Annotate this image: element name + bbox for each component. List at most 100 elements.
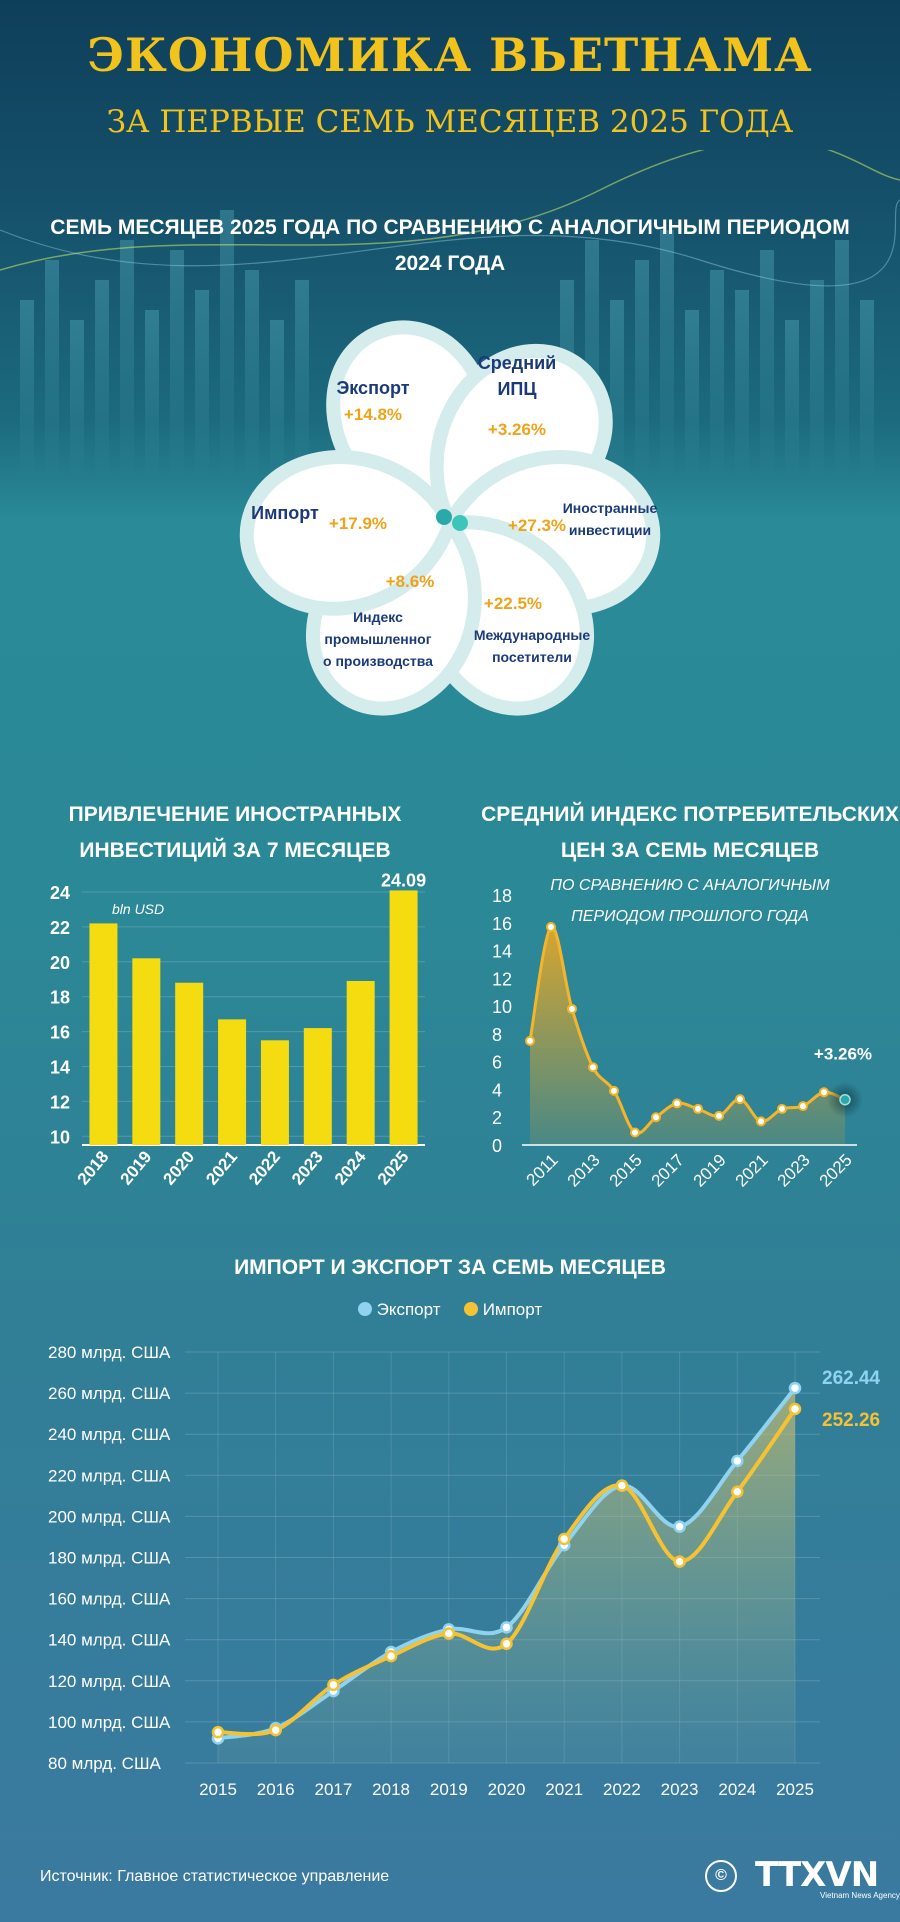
comparison-heading-line2: 2024 ГОДА: [394, 252, 506, 275]
trade-chart-title: ИМПОРТ И ЭКСПОРТ ЗА СЕМЬ МЕСЯЦЕВ: [234, 1256, 666, 1279]
comparison-heading: СЕМЬ МЕСЯЦЕВ 2025 ГОДА ПО СРАВНЕНИЮ С АН…: [40, 210, 860, 282]
import-point: [211, 1725, 225, 1739]
export-line: [217, 1386, 797, 1741]
petal-import-value: +17.9%: [328, 514, 388, 533]
petal-industry-value: +8.6%: [385, 572, 435, 591]
cpi-x-tick-label: 2011: [523, 1150, 562, 1189]
trade-area-chart: 80 млрд. США 100 млрд. США 120 млрд. США 14…: [48, 1343, 881, 1799]
cpi-chart-title: СРЕДНИЙ ИНДЕКС ПОТРЕБИТЕЛЬСКИХ ЦЕН ЗА СЕ…: [480, 797, 900, 869]
trade-x-tick-label: 2022: [603, 1780, 641, 1799]
ttxvn-logo: TTXVN: [755, 1855, 879, 1895]
cpi-x-tick-label: 2017: [648, 1150, 688, 1190]
fdi-unit-label: bln USD: [112, 901, 164, 917]
fdi-x-tick-label: 2024: [331, 1147, 370, 1189]
trade-x-tick-label: 2021: [545, 1780, 583, 1799]
cpi-y-tick-label: 18: [492, 886, 512, 906]
fdi-value-label: 24.09: [381, 870, 426, 890]
petal-visitors-name-line2: посетители: [492, 649, 572, 665]
cpi-x-tick-label: 2023: [774, 1150, 814, 1190]
trade-y-tick-label: 80 млрд. США: [48, 1754, 162, 1773]
export-point: [673, 1520, 686, 1533]
cpi-y-tick-label: 0: [492, 1136, 502, 1156]
fdi-chart-title: ПРИВЛЕЧЕНИЕ ИНОСТРАННЫХ ИНВЕСТИЦИЙ ЗА 7 …: [30, 797, 440, 869]
petal-export-name: Экспорт: [336, 378, 410, 398]
petal-industry-name-line2: промышленног: [324, 631, 432, 647]
petal-fdi-name-line1: Иностранные: [562, 500, 658, 516]
trade-y-tick-label: 100 млрд. США: [48, 1713, 171, 1732]
cpi-x-tick-label: 2013: [564, 1150, 604, 1190]
fdi-x-tick-label: 2023: [288, 1147, 327, 1188]
cpi-x-tick-label: 2019: [690, 1150, 730, 1190]
petal-visitors-value: +22.5%: [483, 594, 543, 613]
cpi-x-tick-label: 2015: [606, 1150, 646, 1190]
import-point: [327, 1678, 340, 1692]
fdi-bar: [175, 982, 204, 1145]
fdi-y-tick-label: 22: [50, 918, 70, 938]
cpi-point: [630, 1127, 640, 1138]
trade-x-tick-label: 2017: [314, 1780, 352, 1799]
trade-x-tick-label: 2016: [257, 1780, 295, 1799]
trade-chart-legend: Экспорт Импорт: [0, 1300, 900, 1320]
cpi-y-tick-label: 4: [492, 1080, 502, 1100]
cpi-y-tick-label: 14: [492, 942, 512, 962]
trade-y-tick-label: 200 млрд. США: [48, 1507, 171, 1526]
import-point: [673, 1555, 686, 1568]
cpi-point: [798, 1101, 808, 1112]
import-point: [269, 1723, 282, 1737]
petal-cpi-name-line1: Средний: [477, 353, 557, 373]
cpi-y-tick-label: 2: [492, 1108, 502, 1128]
cpi-point: [609, 1085, 619, 1096]
legend-import-label: Импорт: [482, 1300, 543, 1319]
import-point: [731, 1485, 744, 1498]
cpi-chart-subtitle: ПО СРАВНЕНИЮ С АНАЛОГИЧНЫМ ПЕРИОДОМ ПРОШ…: [510, 870, 870, 932]
page-title: ЭКОНОМИКА ВЬЕТНАМА: [87, 28, 813, 82]
trade-y-tick-label: 140 млрд. США: [48, 1631, 171, 1650]
fdi-x-tick-label: 2019: [117, 1147, 156, 1188]
fdi-x-tick-label: 2025: [374, 1147, 413, 1188]
fdi-bar: [260, 1040, 289, 1145]
cpi-point: [714, 1110, 724, 1121]
fdi-chart-title-line2: ИНВЕСТИЦИЙ ЗА 7 МЕСЯЦЕВ: [79, 839, 391, 862]
fdi-y-tick-label: 12: [50, 1092, 70, 1112]
cpi-point: [777, 1103, 787, 1114]
trade-y-tick-label: 180 млрд. США: [48, 1549, 171, 1568]
petal-import-name: Импорт: [251, 503, 319, 523]
page-subtitle: ЗА ПЕРВЫЕ СЕМЬ МЕСЯЦЕВ 2025 ГОДА: [106, 104, 794, 140]
cpi-point: [735, 1094, 745, 1105]
fdi-bar: [303, 1028, 332, 1145]
fdi-bar: [346, 980, 375, 1145]
fdi-y-tick-label: 14: [50, 1057, 70, 1077]
import-point: [384, 1649, 398, 1663]
petal-cpi-name-line2: ИПЦ: [497, 379, 537, 399]
cpi-y-tick-label: 10: [492, 997, 512, 1017]
cpi-point: [756, 1116, 766, 1127]
copyright-icon: ©: [705, 1860, 737, 1892]
cpi-point: [839, 1093, 851, 1106]
fdi-bar: [218, 1019, 247, 1145]
cpi-chart-subtitle-line2: ПЕРИОДОМ ПРОШЛОГО ГОДА: [571, 908, 809, 925]
import-point: [788, 1402, 802, 1416]
trade-y-tick-label: 220 млрд. США: [48, 1466, 171, 1485]
petal-fdi-name-line2: инвестиции: [568, 522, 652, 538]
legend-import-swatch: [463, 1302, 478, 1316]
fdi-x-tick-label: 2020: [159, 1147, 198, 1188]
trade-y-tick-label: 280 млрд. США: [48, 1343, 171, 1362]
petal-fdi-value: +27.3%: [507, 516, 567, 535]
fdi-bar: [132, 958, 161, 1145]
petal-shapes: [239, 320, 661, 716]
legend-export-label: Экспорт: [376, 1300, 441, 1319]
cpi-point: [525, 1035, 535, 1046]
petal-visitors-name-line1: Международные: [473, 627, 591, 643]
petal-cpi-value: +3.26%: [487, 420, 547, 439]
petal-export-value: +14.8%: [343, 405, 403, 424]
trade-y-tick-label: 160 млрд. США: [48, 1590, 171, 1609]
export-value-label: 262.44: [822, 1368, 881, 1389]
cpi-point: [693, 1103, 703, 1114]
import-point: [615, 1479, 629, 1492]
source-note: Источник: Главное статистическое управле…: [40, 1868, 390, 1885]
cpi-y-tick-label: 8: [492, 1025, 502, 1045]
fdi-bar: [389, 890, 418, 1145]
fdi-bar: [89, 923, 118, 1145]
fdi-x-tick-label: 2022: [245, 1147, 284, 1188]
